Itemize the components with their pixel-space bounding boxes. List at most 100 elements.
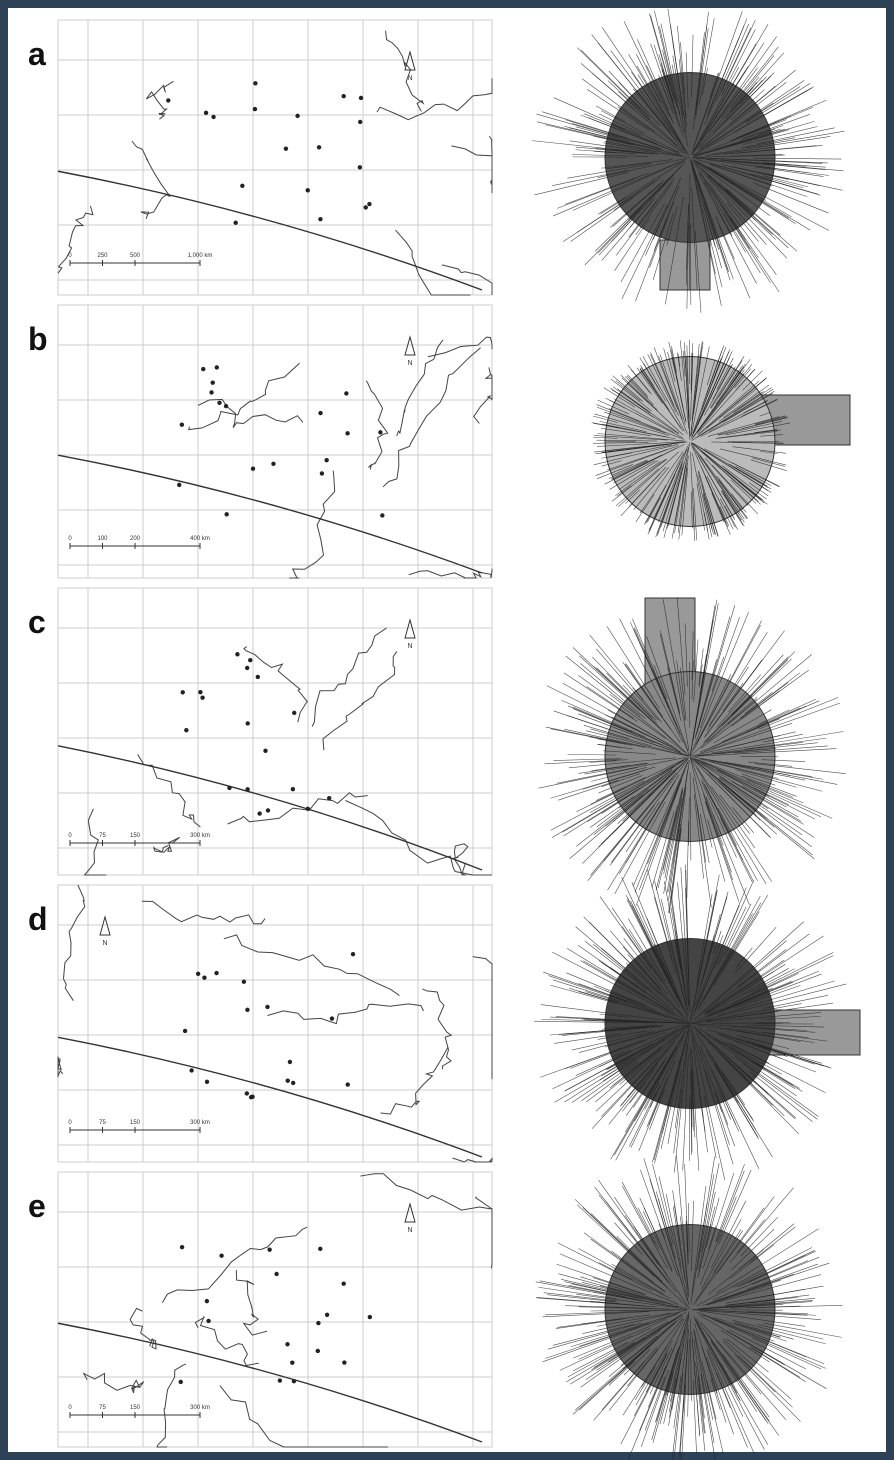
spine [690,159,720,250]
spine [601,110,645,134]
spine [626,1057,667,1116]
spine [663,798,683,894]
spine [702,1172,735,1269]
spine [706,359,716,386]
spine [713,911,760,986]
spine [736,1030,801,1042]
spine [708,1249,764,1295]
spine [716,27,752,102]
scale-label: 200 [130,536,141,542]
spine [667,74,675,100]
map-border [62,884,86,1001]
spine [656,1348,679,1422]
spine [567,163,651,179]
spine [720,782,775,828]
spine [697,1223,712,1278]
spine [676,597,686,695]
spine [587,759,686,823]
spine [691,1050,700,1171]
spine [707,935,824,1013]
spine [686,821,689,899]
spine [731,973,799,1005]
record-dot [380,513,385,518]
spine [731,1048,794,1086]
spine [718,360,743,398]
spine [692,373,745,438]
spine [730,52,785,113]
spine [562,180,656,242]
spine [718,182,781,236]
spine [752,1256,820,1285]
spine [718,770,815,820]
spine [547,1322,642,1350]
spine [716,1033,816,1073]
spine [695,11,709,115]
spine [744,737,827,750]
spine [593,135,633,145]
north-arrow [404,1202,416,1223]
spine [735,947,753,968]
spine [698,380,760,435]
spine [679,828,682,842]
spine [721,46,779,118]
spine [571,154,649,157]
record-dot [184,728,189,733]
spine [680,667,687,721]
spine [632,905,679,999]
urchin-drawing [532,8,845,313]
spine [659,26,681,116]
spine [701,484,716,535]
spine [584,940,648,990]
spine [720,1329,770,1363]
spine [716,769,789,806]
spine [723,212,761,274]
spine [706,1356,734,1435]
spine [692,777,712,908]
spine [689,599,718,757]
spine [690,354,700,436]
spine [589,736,627,745]
map: N 0 250 500 1,000 km [57,19,493,296]
spine [740,1217,778,1257]
map-border [141,900,266,925]
spine [690,162,723,288]
spine [604,1028,671,1048]
spine [691,358,722,437]
spine [718,420,783,436]
spine [594,435,668,441]
spine [576,758,687,813]
map-border [450,843,469,876]
spine [759,128,775,135]
spine [600,197,627,215]
spine [750,459,787,471]
spine [694,756,823,780]
spine [546,685,681,753]
spine [642,356,685,432]
spine [651,1346,680,1441]
spine [699,172,771,284]
record-dot [198,689,203,695]
spine [623,946,661,990]
spine [597,160,685,215]
spine [696,369,745,433]
spine [738,89,808,130]
coastline [57,454,483,574]
spine [622,1318,685,1416]
spine [558,1273,688,1310]
spine [581,78,655,132]
spine [692,32,705,131]
spine [693,921,804,1021]
spine [588,921,690,1024]
panel-label: a [28,36,46,72]
spine [604,443,674,453]
map-border [289,470,336,579]
spine [648,1090,664,1125]
spine [718,1169,752,1245]
spine [700,82,787,150]
spine [756,127,835,145]
spine [720,981,794,1012]
spine [640,365,655,387]
record-dot [292,710,297,716]
spine [610,930,662,990]
record-dot [257,811,262,816]
